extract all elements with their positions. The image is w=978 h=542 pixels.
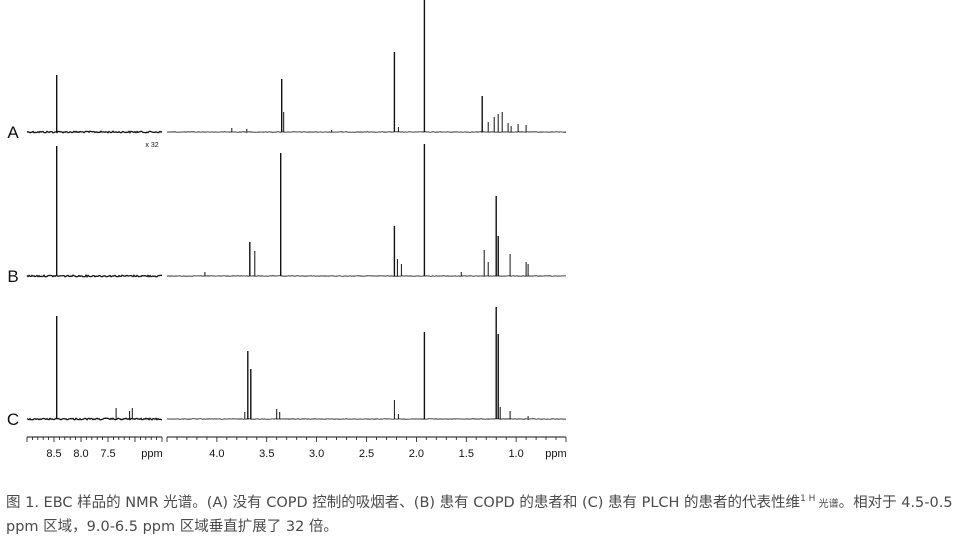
caption-text-end: 。相对于 4.5-0.5 ppm 区域，9.0-6.5 ppm 区域垂直扩展了 … — [6, 495, 953, 535]
spectrum-C: C — [7, 307, 567, 429]
spectrum-B: B — [7, 144, 567, 286]
baseline-C-right — [166, 418, 567, 420]
baseline-A-right — [166, 131, 567, 133]
axis-unit-label-right: ppm — [545, 448, 566, 460]
baseline-A-left — [26, 130, 163, 134]
trace-label-C: C — [7, 410, 19, 429]
caption-text: 图 1. EBC 样品的 NMR 光谱。(A) 没有 COPD 控制的吸烟者、(… — [6, 495, 801, 511]
baseline-B-left — [26, 274, 163, 278]
trace-label-A: A — [7, 123, 19, 142]
baseline-B-right — [166, 275, 567, 277]
expansion-note: x 32 — [145, 142, 158, 149]
trace-label-B: B — [7, 267, 18, 286]
caption-superscript: 1 H — [800, 494, 816, 504]
tick-label-right-0: 4.0 — [209, 448, 224, 460]
figure-caption: 图 1. EBC 样品的 NMR 光谱。(A) 没有 COPD 控制的吸烟者、(… — [6, 488, 972, 539]
tick-label-right-1: 3.5 — [259, 448, 274, 460]
axis-unit-label-left: ppm — [141, 448, 162, 460]
tick-label-left-0: 8.5 — [46, 448, 61, 460]
tick-label-right-3: 2.5 — [359, 448, 374, 460]
tick-label-left-2: 7.5 — [100, 448, 115, 460]
tick-label-right-4: 2.0 — [409, 448, 424, 460]
baseline-C-left — [26, 417, 163, 421]
caption-small-text: 光谱 — [815, 499, 839, 510]
tick-label-right-6: 1.0 — [508, 448, 523, 460]
ppm-axes: 8.5 8.0 7.5 ppm 4.0 3.5 3.0 2.5 2.0 1.5 1.0 ppm — [26, 436, 567, 460]
tick-label-left-1: 8.0 — [73, 448, 88, 460]
tick-label-right-5: 1.5 — [459, 448, 474, 460]
tick-label-right-2: 3.0 — [309, 448, 324, 460]
spectra-layer: A B C — [7, 0, 567, 429]
spectrum-A: A — [7, 0, 567, 142]
nmr-spectra-figure: A B C 8.5 8.0 7.5 ppm 4.0 3.5 3.0 2.5 2.0 1.5 1.0 ppm… — [7, 0, 567, 460]
